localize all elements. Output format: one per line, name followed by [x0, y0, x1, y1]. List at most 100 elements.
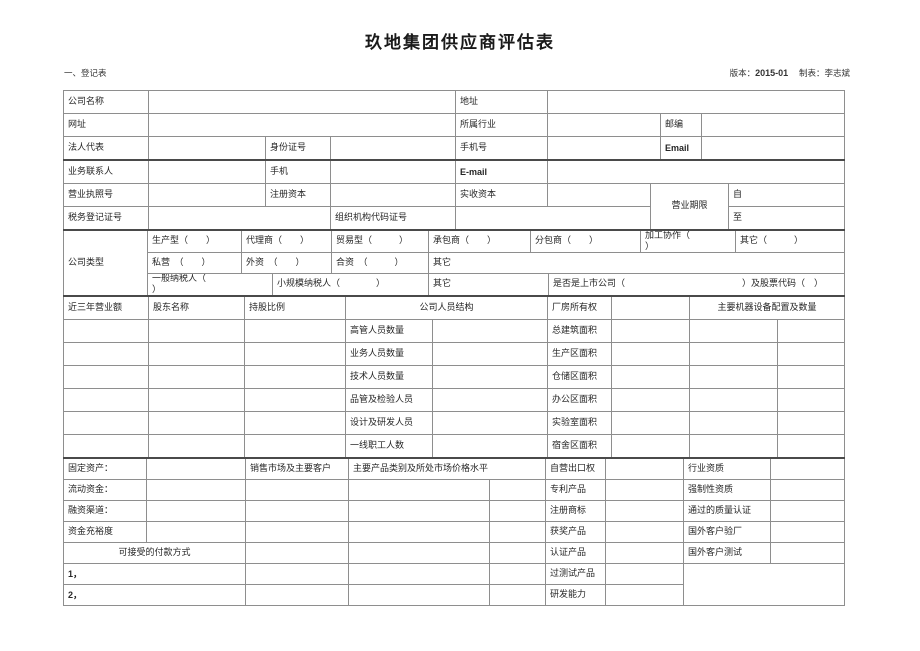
- field-product-price: [488, 584, 547, 606]
- header-equipment-config: 主要机器设备配置及数量: [689, 295, 846, 320]
- field-area-lab: [611, 411, 691, 435]
- field-paidin-capital: [547, 183, 651, 207]
- field-sales-market: [245, 500, 349, 522]
- field-industry-qualification: [770, 457, 846, 480]
- label-staff-executives: 高管人员数量: [345, 319, 433, 343]
- field-trademark: [605, 500, 685, 522]
- label-address: 地址: [455, 90, 548, 114]
- field-equipment-qty: [777, 388, 846, 412]
- field-product-category: [348, 479, 490, 501]
- field-revenue: [63, 411, 149, 435]
- label-industry-qualification: 行业资质: [683, 457, 772, 480]
- field-product-price: [488, 563, 547, 585]
- label-financing-channel: 融资渠道：: [63, 500, 147, 522]
- label-capital-adequacy: 资金充裕度: [63, 521, 147, 543]
- label-company-name: 公司名称: [63, 90, 149, 114]
- field-shareholder: [148, 365, 245, 389]
- type-other-2: 其它: [428, 252, 846, 274]
- type-joint-venture: 合资 （ ）: [331, 252, 430, 274]
- label-export-right: 自营出口权: [545, 457, 607, 480]
- label-overseas-audit: 国外客户验厂: [683, 521, 772, 543]
- field-staff-qc: [431, 388, 549, 412]
- label-business-term: 营业期限: [650, 183, 729, 230]
- version-label: 版本：: [729, 69, 756, 79]
- label-business-contact: 业务联系人: [63, 159, 149, 184]
- label-award-products: 获奖产品: [545, 521, 607, 543]
- field-tested-products: [605, 563, 685, 585]
- field-patent-products: [605, 479, 685, 501]
- field-product-category: [348, 563, 490, 585]
- field-mandatory-qualification: [770, 479, 846, 501]
- label-id-number: 身份证号: [265, 136, 331, 161]
- field-equipment: [689, 388, 779, 412]
- field-staff-executives: [431, 319, 549, 343]
- field-revenue: [63, 388, 149, 412]
- label-certified-products: 认证产品: [545, 542, 607, 564]
- field-area-warehouse: [611, 365, 691, 389]
- field-overseas-audit: [770, 521, 846, 543]
- field-revenue: [63, 342, 149, 366]
- field-area-production: [611, 342, 691, 366]
- field-product-price: [488, 479, 547, 501]
- header-revenue-3years: 近三年营业额: [63, 295, 149, 320]
- payment-item-2: 2，: [63, 584, 246, 606]
- label-staff-rd: 设计及研发人员: [345, 411, 433, 435]
- field-area-office: [611, 388, 691, 412]
- field-quals-merged: [683, 563, 846, 606]
- field-legal-rep: [148, 136, 266, 161]
- field-tax-reg-no: [148, 206, 331, 230]
- label-staff-technical: 技术人员数量: [345, 365, 433, 389]
- label-email: Email: [660, 136, 702, 161]
- author-label: 制表：: [798, 69, 825, 79]
- field-org-code-no: [455, 206, 651, 230]
- field-sales-market: [245, 563, 349, 585]
- label-postcode: 邮编: [660, 113, 702, 137]
- field-sales-market: [245, 584, 349, 606]
- type-other: 其它（ ）: [735, 229, 846, 253]
- registration-form: 公司名称 地址 网址 所属行业 邮编 法人代表 身份证号 手机号 Email 业…: [63, 90, 846, 606]
- field-postcode: [700, 113, 846, 137]
- label-org-code-no: 组织机构代码证号: [330, 206, 456, 230]
- type-small-taxpayer: 小规模纳税人（ ）: [271, 273, 430, 296]
- field-fixed-assets: [146, 457, 246, 480]
- label-patent-products: 专利产品: [545, 479, 607, 501]
- field-equipment: [689, 411, 779, 435]
- field-equipment: [689, 319, 779, 343]
- field-sales-market: [245, 521, 349, 543]
- label-contact-mobile: 手机: [265, 159, 331, 184]
- header-sales-market: 销售市场及主要客户: [245, 457, 349, 480]
- field-equipment-qty: [777, 411, 846, 435]
- field-ratio: [244, 342, 346, 366]
- field-contact-mobile: [330, 159, 456, 184]
- label-staff-qc: 品管及检验人员: [345, 388, 433, 412]
- field-email: [700, 136, 846, 161]
- field-ratio: [244, 365, 346, 389]
- type-contractor: 承包商（ ）: [428, 229, 532, 253]
- field-product-category: [348, 521, 490, 543]
- label-overseas-test: 国外客户测试: [683, 542, 772, 564]
- field-ratio: [244, 434, 346, 458]
- basic-info-table: 公司名称 地址 网址 所属行业 邮编 法人代表 身份证号 手机号 Email 业…: [63, 90, 846, 230]
- field-registered-capital: [330, 183, 456, 207]
- label-area-office: 办公区面积: [547, 388, 613, 412]
- field-product-category: [348, 584, 490, 606]
- field-revenue: [63, 434, 149, 458]
- field-plant-ownership: [611, 295, 691, 320]
- type-other-3: 其它: [428, 273, 550, 296]
- field-staff-technical: [431, 365, 549, 389]
- label-area-warehouse: 仓储区面积: [547, 365, 613, 389]
- label-area-production: 生产区面积: [547, 342, 613, 366]
- label-legal-rep: 法人代表: [63, 136, 149, 161]
- label-trademark: 注册商标: [545, 500, 607, 522]
- field-ratio: [244, 388, 346, 412]
- type-processing: 加工协作（ ）: [640, 229, 737, 253]
- field-industry: [547, 113, 661, 137]
- version-info: 版本：2015-01 制表：李志斌: [730, 67, 850, 79]
- field-product-price: [488, 500, 547, 522]
- label-term-to: 至: [727, 206, 846, 230]
- field-sales-market: [245, 542, 349, 564]
- company-type-table: 公司类型 生产型（ ） 代理商（ ） 贸易型（ ） 承包商（ ） 分包商（ ） …: [63, 229, 846, 296]
- field-quality-certification: [770, 500, 846, 522]
- type-foreign: 外资 （ ）: [240, 252, 333, 274]
- field-mobile-number: [547, 136, 661, 161]
